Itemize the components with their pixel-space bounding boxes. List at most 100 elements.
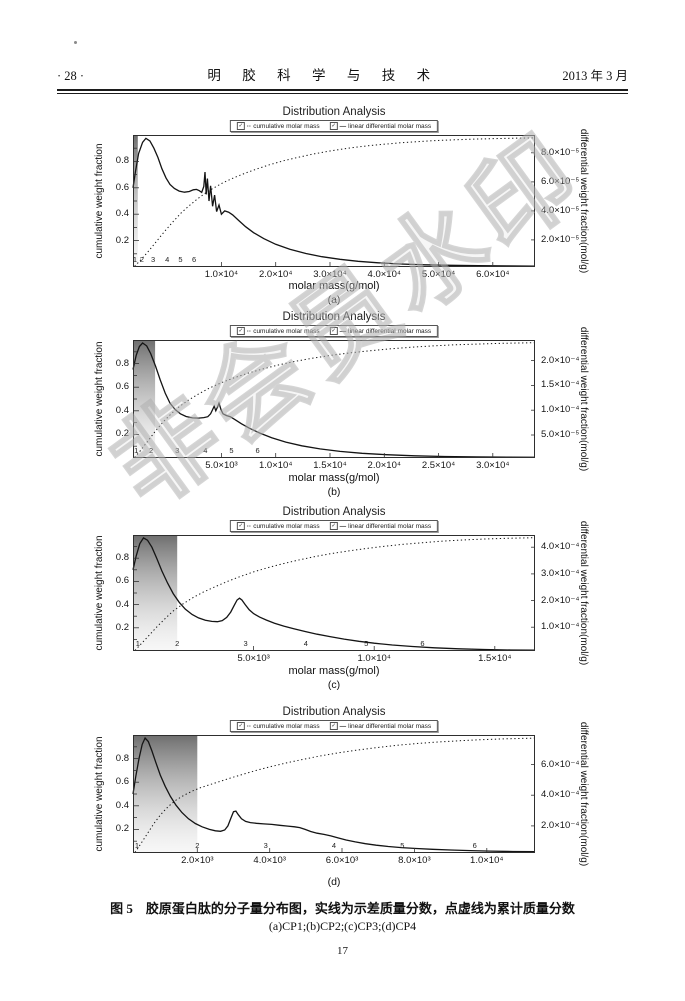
checkbox-checked-icon: ✓ (236, 327, 245, 335)
y-tick-label: 0.6 (115, 575, 129, 587)
cumulative-curve (134, 737, 536, 853)
y-tick-label: 0.4 (115, 799, 129, 811)
fraction-marker: 5 (229, 446, 234, 455)
right-tick-label: 2.0×10⁻⁵ (541, 233, 580, 245)
y-tick-label: 0.6 (115, 381, 129, 393)
plot-area: 1 2 3 4 5 6 0.8 0.6 0.4 0.2 5.0×10³ 1.0×10⁴ 1.5×10⁴ 2… (116, 340, 579, 471)
legend-item: ✓ ·· cumulative molar mass (236, 122, 320, 130)
chart-legend: ✓ ·· cumulative molar mass ✓ — linear differe… (229, 520, 439, 532)
shaded-band (133, 735, 198, 853)
y-tick-label: 0.6 (115, 776, 129, 788)
right-axis-label: differential weight fraction(mol/g) (578, 326, 589, 472)
x-tick-label: 5.0×10³ (205, 460, 238, 471)
y-tick-label: 0.4 (115, 208, 129, 220)
plot-svg (132, 735, 536, 853)
fraction-marker: 5 (178, 255, 183, 264)
fraction-marker: 6 (255, 446, 260, 455)
x-tick-label: 2.0×10³ (181, 855, 214, 866)
fraction-marker: 1 (134, 446, 139, 455)
right-tick-label: 8.0×10⁻⁵ (541, 146, 580, 158)
legend-line-sample: — (339, 327, 347, 335)
right-tick-label: 2.0×10⁻⁴ (541, 354, 580, 366)
y-tick-label: 0.4 (115, 404, 129, 416)
legend-label: linear differential molar mass (348, 122, 432, 130)
right-tick-label: 1.5×10⁻⁴ (541, 379, 580, 391)
fraction-marker: 2 (175, 639, 180, 648)
legend-line-sample: — (339, 722, 347, 730)
legend-line-sample: — (339, 522, 347, 530)
checkbox-checked-icon: ✓ (236, 122, 245, 130)
x-tick-label: 5.0×10⁴ (421, 269, 456, 280)
y-tick-label: 0.8 (115, 357, 129, 369)
differential-curve (132, 537, 536, 651)
y-tick-label: 0.6 (115, 181, 129, 193)
plot-svg (132, 535, 536, 651)
x-tick-label: 5.0×10³ (237, 653, 270, 664)
plot-border (133, 135, 535, 267)
checkbox-checked-icon: ✓ (236, 722, 245, 730)
fraction-marker: 1 (132, 255, 138, 264)
x-tick-label: 6.0×10³ (325, 855, 359, 866)
legend-line-sample: ·· (246, 327, 252, 335)
fraction-marker: 4 (165, 255, 170, 264)
right-tick-label: 6.0×10⁻⁵ (541, 175, 580, 187)
fraction-marker: 4 (303, 639, 308, 648)
right-tick-label: 3.0×10⁻⁴ (541, 567, 580, 579)
fraction-marker: 2 (195, 841, 200, 850)
figure-caption: 图 5 胶原蛋白肽的分子量分布图，实线为示差质量分数，点虚线为累计质量分数 (110, 901, 575, 916)
y-tick-label: 0.2 (115, 621, 129, 633)
checkbox-checked-icon: ✓ (329, 122, 338, 130)
right-tick-label: 6.0×10⁻⁴ (541, 758, 580, 770)
chart-legend: ✓ ·· cumulative molar mass ✓ — linear differe… (229, 325, 439, 337)
legend-line-sample: ·· (246, 122, 252, 130)
right-tick-label: 1.0×10⁻⁴ (541, 621, 580, 633)
legend-label: linear differential molar mass (348, 327, 432, 335)
x-tick-label: 1.0×10⁴ (357, 653, 391, 664)
plot-area: 1 2 3 4 5 6 0.8 0.6 0.4 0.2 5.0×10³ 1.0×10⁴ 1.5×10⁴ 4… (116, 535, 579, 664)
x-tick-label: 1.0×10⁴ (470, 855, 504, 866)
plot-border (133, 735, 535, 853)
fraction-marker: 4 (331, 841, 337, 850)
legend-item: ✓ ·· cumulative molar mass (236, 327, 320, 335)
checkbox-checked-icon: ✓ (329, 522, 338, 530)
legend-item: ✓ — linear differential molar mass (329, 522, 431, 530)
cumulative-curve (134, 137, 536, 267)
right-axis-label: differential weight fraction(mol/g) (578, 520, 589, 666)
differential-curve (132, 137, 536, 267)
y-tick-label: 0.2 (115, 428, 129, 440)
legend-line-sample: — (339, 122, 347, 130)
shaded-band (133, 340, 156, 458)
checkbox-checked-icon: ✓ (329, 722, 338, 730)
differential-curve (132, 736, 536, 853)
plot-svg (132, 135, 536, 267)
legend-item: ✓ — linear differential molar mass (329, 722, 431, 730)
y-tick-label: 0.2 (115, 234, 129, 246)
x-axis-label: molar mass(g/mol) (288, 280, 380, 292)
fraction-marker: 2 (139, 255, 144, 264)
fraction-marker: 4 (203, 446, 208, 455)
fraction-marker: 3 (151, 255, 156, 264)
subplot-label: (b) (327, 486, 341, 498)
fraction-marker: 6 (192, 255, 197, 264)
chart-legend: ✓ ·· cumulative molar mass ✓ — linear differe… (229, 120, 439, 132)
scan-speck (74, 41, 77, 44)
fraction-marker: 1 (134, 841, 140, 850)
x-tick-label: 4.0×10⁴ (367, 269, 401, 280)
fraction-marker: 3 (263, 841, 268, 850)
cumulative-curve (134, 537, 536, 651)
fraction-marker: 1 (135, 639, 140, 648)
x-tick-label: 1.0×10⁴ (259, 460, 293, 471)
fraction-marker: 5 (364, 639, 369, 648)
fraction-marker: 5 (400, 841, 405, 850)
x-tick-label: 2.0×10⁴ (367, 460, 401, 471)
y-tick-label: 0.8 (115, 155, 129, 167)
x-axis-label: molar mass(g/mol) (288, 665, 380, 677)
legend-item: ✓ ·· cumulative molar mass (236, 522, 320, 530)
right-tick-label: 2.0×10⁻⁴ (541, 819, 580, 831)
right-axis-label: differential weight fraction(mol/g) (578, 721, 589, 867)
cumulative-curve (134, 342, 536, 458)
plot-svg (132, 340, 536, 458)
y-tick-label: 0.8 (115, 552, 129, 564)
chart-title: Distribution Analysis (282, 311, 386, 323)
journal-title: 明 胶 科 学 与 技 术 (207, 68, 440, 83)
